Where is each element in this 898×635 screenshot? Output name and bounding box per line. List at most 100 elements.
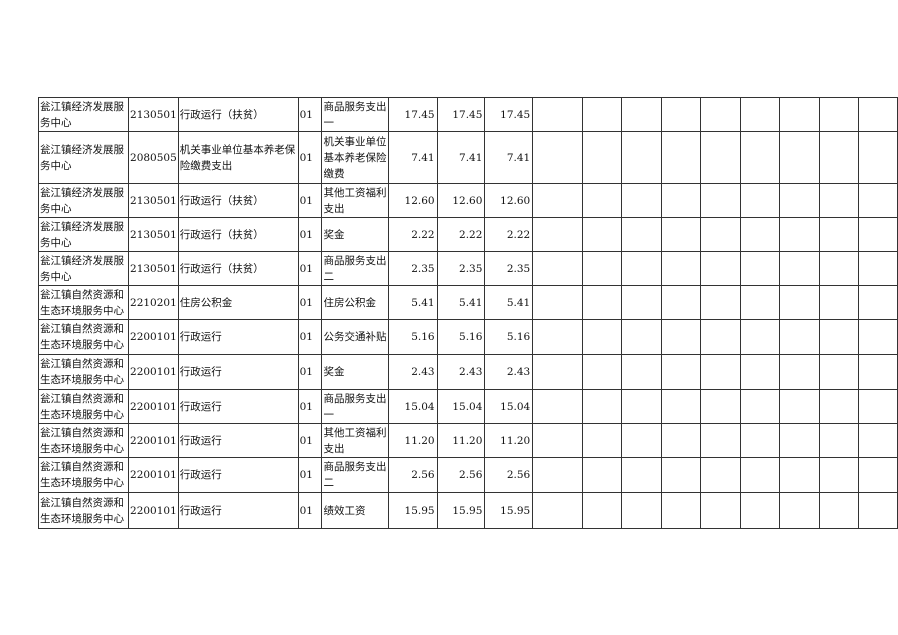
table-row: 瓮江镇经济发展服务中心 2130501 行政运行（扶贫） 01 商品服务支出二 2.35 2… xyxy=(37,251,898,286)
type-cell: 01 xyxy=(297,97,323,132)
unit-cell: 瓮江镇自然资源和生态环境服务中心 xyxy=(37,389,130,424)
empty-cell xyxy=(581,285,623,320)
item-cell: 商品服务支出二 xyxy=(321,251,389,286)
function-cell: 机关事业单位基本养老保险缴费支出 xyxy=(177,131,299,184)
empty-cell xyxy=(532,97,583,132)
item-cell: 住房公积金 xyxy=(321,285,389,320)
amount-cell: 5.41 xyxy=(484,285,534,320)
amount-cell: 2.56 xyxy=(484,457,534,493)
code-cell: 2130501 xyxy=(128,183,179,218)
empty-cell xyxy=(779,354,820,390)
empty-cell xyxy=(779,389,820,424)
empty-cell xyxy=(581,131,623,184)
empty-cell xyxy=(739,457,781,493)
item-cell: 绩效工资 xyxy=(321,492,389,529)
code-cell: 2130501 xyxy=(128,217,179,252)
amount-cell: 2.56 xyxy=(436,457,486,493)
empty-cell xyxy=(858,492,898,529)
function-cell: 行政运行（扶贫） xyxy=(177,183,299,218)
code-cell: 2200101 xyxy=(128,423,179,458)
empty-cell xyxy=(660,97,702,132)
empty-cell xyxy=(700,492,741,529)
empty-cell xyxy=(858,354,898,390)
unit-cell: 瓮江镇经济发展服务中心 xyxy=(37,217,130,252)
amount-cell: 2.43 xyxy=(387,354,438,390)
amount-cell: 2.35 xyxy=(484,251,534,286)
amount-cell: 12.60 xyxy=(387,183,438,218)
empty-cell xyxy=(621,457,662,493)
empty-cell xyxy=(818,423,860,458)
empty-cell xyxy=(739,285,781,320)
empty-cell xyxy=(779,492,820,529)
empty-cell xyxy=(532,217,583,252)
amount-cell: 5.16 xyxy=(484,319,534,355)
empty-cell xyxy=(621,354,662,390)
empty-cell xyxy=(700,285,741,320)
empty-cell xyxy=(739,354,781,390)
empty-cell xyxy=(858,423,898,458)
amount-cell: 2.22 xyxy=(387,217,438,252)
empty-cell xyxy=(581,423,623,458)
empty-cell xyxy=(779,97,820,132)
function-cell: 行政运行（扶贫） xyxy=(177,251,299,286)
empty-cell xyxy=(660,131,702,184)
empty-cell xyxy=(581,97,623,132)
table-row: 瓮江镇自然资源和生态环境服务中心 2200101 行政运行 01 商品服务支出二 2.56… xyxy=(37,457,898,493)
type-cell: 01 xyxy=(297,354,323,390)
type-cell: 01 xyxy=(297,217,323,252)
empty-cell xyxy=(532,319,583,355)
amount-cell: 7.41 xyxy=(436,131,486,184)
type-cell: 01 xyxy=(297,319,323,355)
empty-cell xyxy=(660,389,702,424)
table-row: 瓮江镇经济发展服务中心 2130501 行政运行（扶贫） 01 商品服务支出一 17.45… xyxy=(37,97,898,132)
empty-cell xyxy=(700,97,741,132)
amount-cell: 11.20 xyxy=(387,423,438,458)
table-row: 瓮江镇自然资源和生态环境服务中心 2200101 行政运行 01 其他工资福利支出 11.… xyxy=(37,423,898,458)
empty-cell xyxy=(581,492,623,529)
table-row: 瓮江镇自然资源和生态环境服务中心 2200101 行政运行 01 公务交通补贴 5.16 5… xyxy=(37,319,898,355)
empty-cell xyxy=(739,251,781,286)
function-cell: 住房公积金 xyxy=(177,285,299,320)
empty-cell xyxy=(660,492,702,529)
empty-cell xyxy=(660,251,702,286)
table-row: 瓮江镇经济发展服务中心 2080505 机关事业单位基本养老保险缴费支出 01 机关事业… xyxy=(37,131,898,184)
amount-cell: 11.20 xyxy=(436,423,486,458)
amount-cell: 5.41 xyxy=(387,285,438,320)
table-row: 瓮江镇自然资源和生态环境服务中心 2200101 行政运行 01 绩效工资 15.95 15… xyxy=(37,492,898,529)
empty-cell xyxy=(739,492,781,529)
unit-cell: 瓮江镇经济发展服务中心 xyxy=(37,183,130,218)
empty-cell xyxy=(858,97,898,132)
amount-cell: 2.22 xyxy=(436,217,486,252)
empty-cell xyxy=(660,217,702,252)
function-cell: 行政运行 xyxy=(177,423,299,458)
amount-cell: 2.43 xyxy=(436,354,486,390)
empty-cell xyxy=(779,217,820,252)
type-cell: 01 xyxy=(297,423,323,458)
empty-cell xyxy=(581,354,623,390)
function-cell: 行政运行（扶贫） xyxy=(177,97,299,132)
empty-cell xyxy=(581,389,623,424)
type-cell: 01 xyxy=(297,389,323,424)
empty-cell xyxy=(621,131,662,184)
empty-cell xyxy=(818,389,860,424)
unit-cell: 瓮江镇经济发展服务中心 xyxy=(37,97,130,132)
amount-cell: 5.41 xyxy=(436,285,486,320)
function-cell: 行政运行（扶贫） xyxy=(177,217,299,252)
item-cell: 机关事业单位基本养老保险缴费 xyxy=(321,131,389,184)
empty-cell xyxy=(700,354,741,390)
empty-cell xyxy=(532,354,583,390)
function-cell: 行政运行 xyxy=(177,457,299,493)
unit-cell: 瓮江镇自然资源和生态环境服务中心 xyxy=(37,319,130,355)
empty-cell xyxy=(739,97,781,132)
item-cell: 其他工资福利支出 xyxy=(321,423,389,458)
amount-cell: 17.45 xyxy=(436,97,486,132)
function-cell: 行政运行 xyxy=(177,319,299,355)
empty-cell xyxy=(739,319,781,355)
amount-cell: 15.95 xyxy=(387,492,438,529)
empty-cell xyxy=(818,457,860,493)
empty-cell xyxy=(621,492,662,529)
type-cell: 01 xyxy=(297,457,323,493)
empty-cell xyxy=(818,251,860,286)
empty-cell xyxy=(739,217,781,252)
code-cell: 2210201 xyxy=(128,285,179,320)
